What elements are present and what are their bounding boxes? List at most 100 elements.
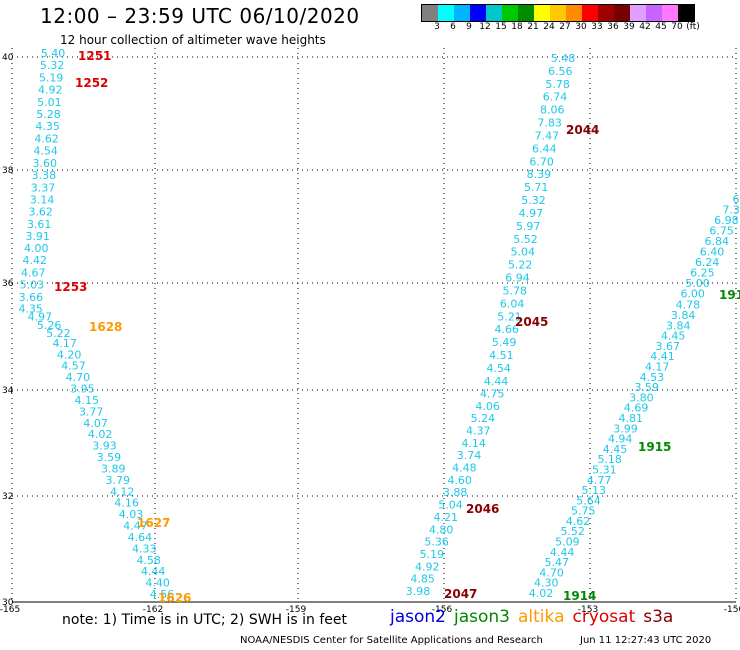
pass-id-jason3: 1914 (563, 589, 596, 603)
swh-value: 4.07 (83, 417, 108, 430)
latitude-label: 34 (2, 386, 14, 396)
swh-value: 4.62 (34, 132, 59, 145)
swh-value: 5.71 (524, 181, 549, 194)
legend-swatch (438, 5, 454, 21)
swh-value: 3.84 (666, 319, 691, 332)
swh-value: 5.03 (20, 279, 45, 292)
legend-value-label: 33 (591, 22, 603, 32)
swh-value: 3.88 (443, 486, 468, 499)
pass-id-altika: 1626 (158, 591, 191, 605)
swh-value: 5.22 (46, 327, 71, 340)
swh-value: 4.60 (447, 474, 472, 487)
legend-value-label: 9 (466, 22, 472, 32)
swh-value: 5.00 (685, 277, 710, 290)
swh-value: 6.84 (705, 235, 730, 248)
swh-value: 5.04 (438, 499, 463, 512)
swh-value: 7.3 (722, 204, 740, 217)
legend-swatch (614, 5, 630, 21)
swh-value: 3.80 (629, 391, 654, 404)
legend-swatch (534, 5, 550, 21)
satellite-legend: jason2 jason3 altika cryosat s3a (390, 607, 681, 627)
swh-value: 5.19 (420, 548, 445, 561)
swh-value: 6 (733, 193, 740, 206)
swh-value: 3.14 (30, 194, 55, 207)
legend-swatch (470, 5, 486, 21)
pass-id-cryosat: 1253 (54, 280, 87, 294)
swh-value: 6.00 (680, 288, 705, 301)
swh-value: 6.94 (505, 272, 530, 285)
units-note: note: 1) Time is in UTC; 2) SWH is in fe… (62, 612, 348, 628)
legend-swatch (550, 5, 566, 21)
swh-value: 4.20 (57, 348, 82, 361)
swh-value: 3.66 (19, 291, 44, 304)
swh-value: 6.70 (529, 155, 554, 168)
agency-credit: NOAA/NESDIS Center for Satellite Applica… (240, 635, 543, 646)
swh-value: 5.24 (471, 412, 496, 425)
swh-value: 5.13 (582, 484, 607, 497)
legend-swatch (502, 5, 518, 21)
pass-id-cryosat: 1252 (75, 76, 108, 90)
longitude-label: -162 (143, 605, 163, 615)
swh-value: 6.44 (532, 142, 557, 155)
swh-value: 4.12 (110, 485, 135, 498)
swh-value: 5.97 (516, 220, 541, 233)
swh-value: 4.70 (66, 371, 91, 384)
generation-timestamp: Jun 11 12:27:43 UTC 2020 (580, 635, 712, 646)
swh-value: 5.32 (521, 194, 546, 207)
swh-value: 4.58 (136, 554, 161, 567)
legend-value-label: 12 (479, 22, 491, 32)
pass-id-s3a: 2045 (515, 315, 548, 329)
swh-value: 3.61 (27, 218, 52, 231)
swh-value: 7.47 (535, 130, 560, 143)
swh-value: 3.59 (634, 381, 659, 394)
legend-swatch (630, 5, 646, 21)
swh-value: 3.38 (32, 169, 57, 182)
swh-value: 6.25 (690, 267, 715, 280)
longitude-label: -153 (578, 605, 598, 615)
swh-value: 4.97 (28, 311, 53, 324)
swh-value: 5.28 (36, 108, 61, 121)
legend-swatch (454, 5, 470, 21)
pass-id-s3a: 2047 (444, 587, 477, 601)
swh-value: 4.92 (38, 84, 63, 97)
swh-value: 5.21 (497, 310, 522, 323)
swh-value: 4.57 (61, 360, 86, 373)
legend-value-label: 30 (575, 22, 587, 32)
swh-value: 3.89 (101, 463, 126, 476)
swh-value: 4.03 (119, 508, 144, 521)
swh-value: 3.37 (31, 181, 56, 194)
map-subtitle: 12 hour collection of altimeter wave hei… (60, 33, 326, 47)
swh-value: 4.53 (640, 371, 665, 384)
pass-id-altika: 1628 (89, 320, 122, 334)
longitude-label: -165 (0, 605, 20, 615)
swh-value: 4.44 (550, 546, 575, 559)
swh-value: 8.06 (540, 104, 565, 117)
swh-value: 5.52 (513, 233, 538, 246)
legend-value-label: 3 (434, 22, 440, 32)
color-scale-labels: 3 6 9 12 15 18 21 24 27 30 33 36 39 42 45 70 (ft) (421, 22, 740, 34)
legend-swatch (582, 5, 598, 21)
swh-value: 3.67 (656, 340, 681, 353)
swh-value: 3.95 (70, 383, 95, 396)
longitude-label: -156 (432, 605, 453, 615)
lat-lon-grid (11, 48, 737, 603)
swh-value: 4.33 (132, 542, 157, 555)
axis-tick-labels: -165 -162 -159 -156 -153 -150 40 38 36 34 32 30 (0, 53, 740, 615)
swh-value: 4.54 (33, 145, 58, 158)
swh-value: 6.04 (500, 297, 525, 310)
legend-value-label: 18 (511, 22, 523, 32)
satellite-name-cryosat: cryosat (572, 607, 636, 627)
satellite-name-s3a: s3a (643, 607, 674, 627)
swh-value: 5.18 (597, 453, 622, 466)
pass-id-s3a: 2044 (566, 123, 599, 137)
legend-swatch (678, 5, 694, 21)
swh-value: 4.00 (24, 242, 49, 255)
swh-value: 5.01 (37, 96, 62, 109)
legend-value-label: 24 (543, 22, 555, 32)
swh-value: 5.22 (508, 259, 533, 272)
satellite-name-altika: altika (518, 607, 565, 627)
legend-swatch (422, 5, 438, 21)
swh-value: 4.69 (624, 402, 649, 415)
pass-id-labels: 1251 1252 1253 1628 1627 1626 2044 2045 2046 2047… (54, 49, 740, 605)
